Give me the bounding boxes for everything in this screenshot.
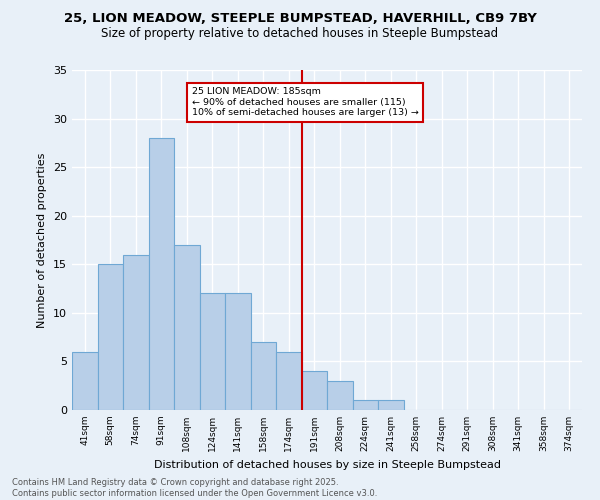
Text: 25, LION MEADOW, STEEPLE BUMPSTEAD, HAVERHILL, CB9 7BY: 25, LION MEADOW, STEEPLE BUMPSTEAD, HAVE… [64,12,536,26]
Bar [251,342,276,410]
Bar [123,254,149,410]
Bar [302,371,327,410]
Text: Size of property relative to detached houses in Steeple Bumpstead: Size of property relative to detached ho… [101,28,499,40]
Bar [378,400,404,410]
Bar [276,352,302,410]
Bar [72,352,97,410]
Bar [327,381,353,410]
Text: Contains HM Land Registry data © Crown copyright and database right 2025.
Contai: Contains HM Land Registry data © Crown c… [12,478,377,498]
Bar [199,294,225,410]
Bar [353,400,378,410]
Text: 25 LION MEADOW: 185sqm
← 90% of detached houses are smaller (115)
10% of semi-de: 25 LION MEADOW: 185sqm ← 90% of detached… [192,88,419,118]
Bar [225,294,251,410]
Bar [149,138,174,410]
X-axis label: Distribution of detached houses by size in Steeple Bumpstead: Distribution of detached houses by size … [154,460,500,469]
Y-axis label: Number of detached properties: Number of detached properties [37,152,47,328]
Bar [97,264,123,410]
Bar [174,245,199,410]
